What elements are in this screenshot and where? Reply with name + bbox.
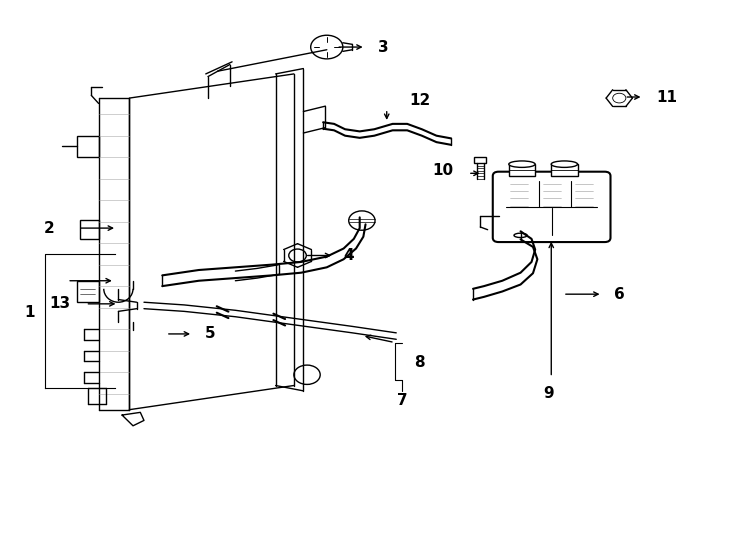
Text: 6: 6 bbox=[614, 287, 625, 302]
Bar bbox=[474, 157, 486, 163]
Text: 3: 3 bbox=[378, 39, 388, 55]
Text: 1: 1 bbox=[24, 306, 34, 320]
Circle shape bbox=[294, 365, 320, 384]
Ellipse shape bbox=[551, 161, 578, 167]
Bar bbox=[509, 164, 535, 176]
Circle shape bbox=[288, 249, 306, 262]
FancyBboxPatch shape bbox=[493, 172, 611, 242]
Circle shape bbox=[310, 35, 343, 59]
Bar bbox=[77, 281, 98, 302]
Text: 10: 10 bbox=[432, 163, 454, 178]
Text: 13: 13 bbox=[50, 296, 71, 312]
Text: 7: 7 bbox=[397, 393, 407, 408]
Ellipse shape bbox=[514, 233, 527, 238]
Text: 12: 12 bbox=[410, 93, 431, 109]
Text: 9: 9 bbox=[543, 386, 553, 401]
Ellipse shape bbox=[509, 161, 535, 167]
Circle shape bbox=[349, 211, 375, 230]
Text: 5: 5 bbox=[205, 326, 215, 341]
Bar bbox=[551, 164, 578, 176]
Text: 8: 8 bbox=[415, 355, 425, 370]
Bar bbox=[80, 220, 98, 239]
Text: 11: 11 bbox=[656, 90, 677, 105]
Text: 2: 2 bbox=[43, 221, 54, 235]
Text: 4: 4 bbox=[344, 248, 355, 263]
Bar bbox=[77, 136, 98, 157]
Circle shape bbox=[613, 93, 626, 103]
